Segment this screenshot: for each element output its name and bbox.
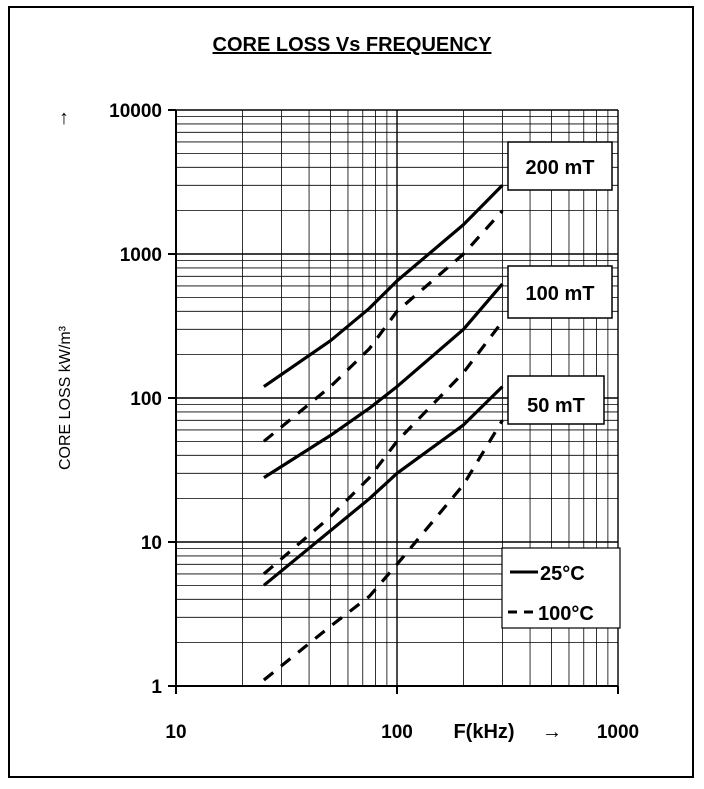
chart-title: CORE LOSS Vs FREQUENCY <box>212 34 492 56</box>
legend-label-25c: 25°C <box>540 563 585 585</box>
x-tick-label: 100 <box>381 722 413 743</box>
y-tick-label: 100 <box>130 389 162 410</box>
x-axis-label: F(kHz) <box>453 721 514 743</box>
tick-labels: 10 100 1000 1 10 100 1000 10000 <box>109 101 639 743</box>
y-tick-label: 10 <box>141 533 162 554</box>
flux-box-100 <box>507 265 613 319</box>
x-tick-label: 10 <box>165 722 186 743</box>
y-tick-label: 1 <box>151 677 162 698</box>
x-tick-label: 1000 <box>597 722 639 743</box>
flux-label-100: 100 mT <box>526 283 595 305</box>
series-200mt-25c <box>262 184 504 388</box>
y-tick-label: 1000 <box>120 245 162 266</box>
flux-label-200: 200 mT <box>526 157 595 179</box>
series-200mt-100c <box>262 209 504 443</box>
legend-box <box>501 547 621 629</box>
series-50mt-25c <box>262 385 504 587</box>
flux-label-50: 50 mT <box>527 395 585 417</box>
flux-box-50 <box>507 375 605 425</box>
series-100mt-100c <box>262 320 504 576</box>
series-layer <box>262 184 504 682</box>
series-50mt-100c <box>262 419 504 682</box>
legend: 25°C 100°C <box>501 547 621 629</box>
y-axis-label: CORE LOSS kW/m³ <box>57 325 74 470</box>
x-axis-arrow: → <box>542 721 562 743</box>
flux-labels: 200 mT 100 mT 50 mT <box>507 141 613 425</box>
series-100mt-25c <box>263 282 504 479</box>
flux-box-200 <box>507 141 613 191</box>
y-tick-label: 10000 <box>109 101 162 122</box>
legend-label-100c: 100°C <box>538 603 594 625</box>
y-axis-arrow: ↑ <box>59 107 69 129</box>
